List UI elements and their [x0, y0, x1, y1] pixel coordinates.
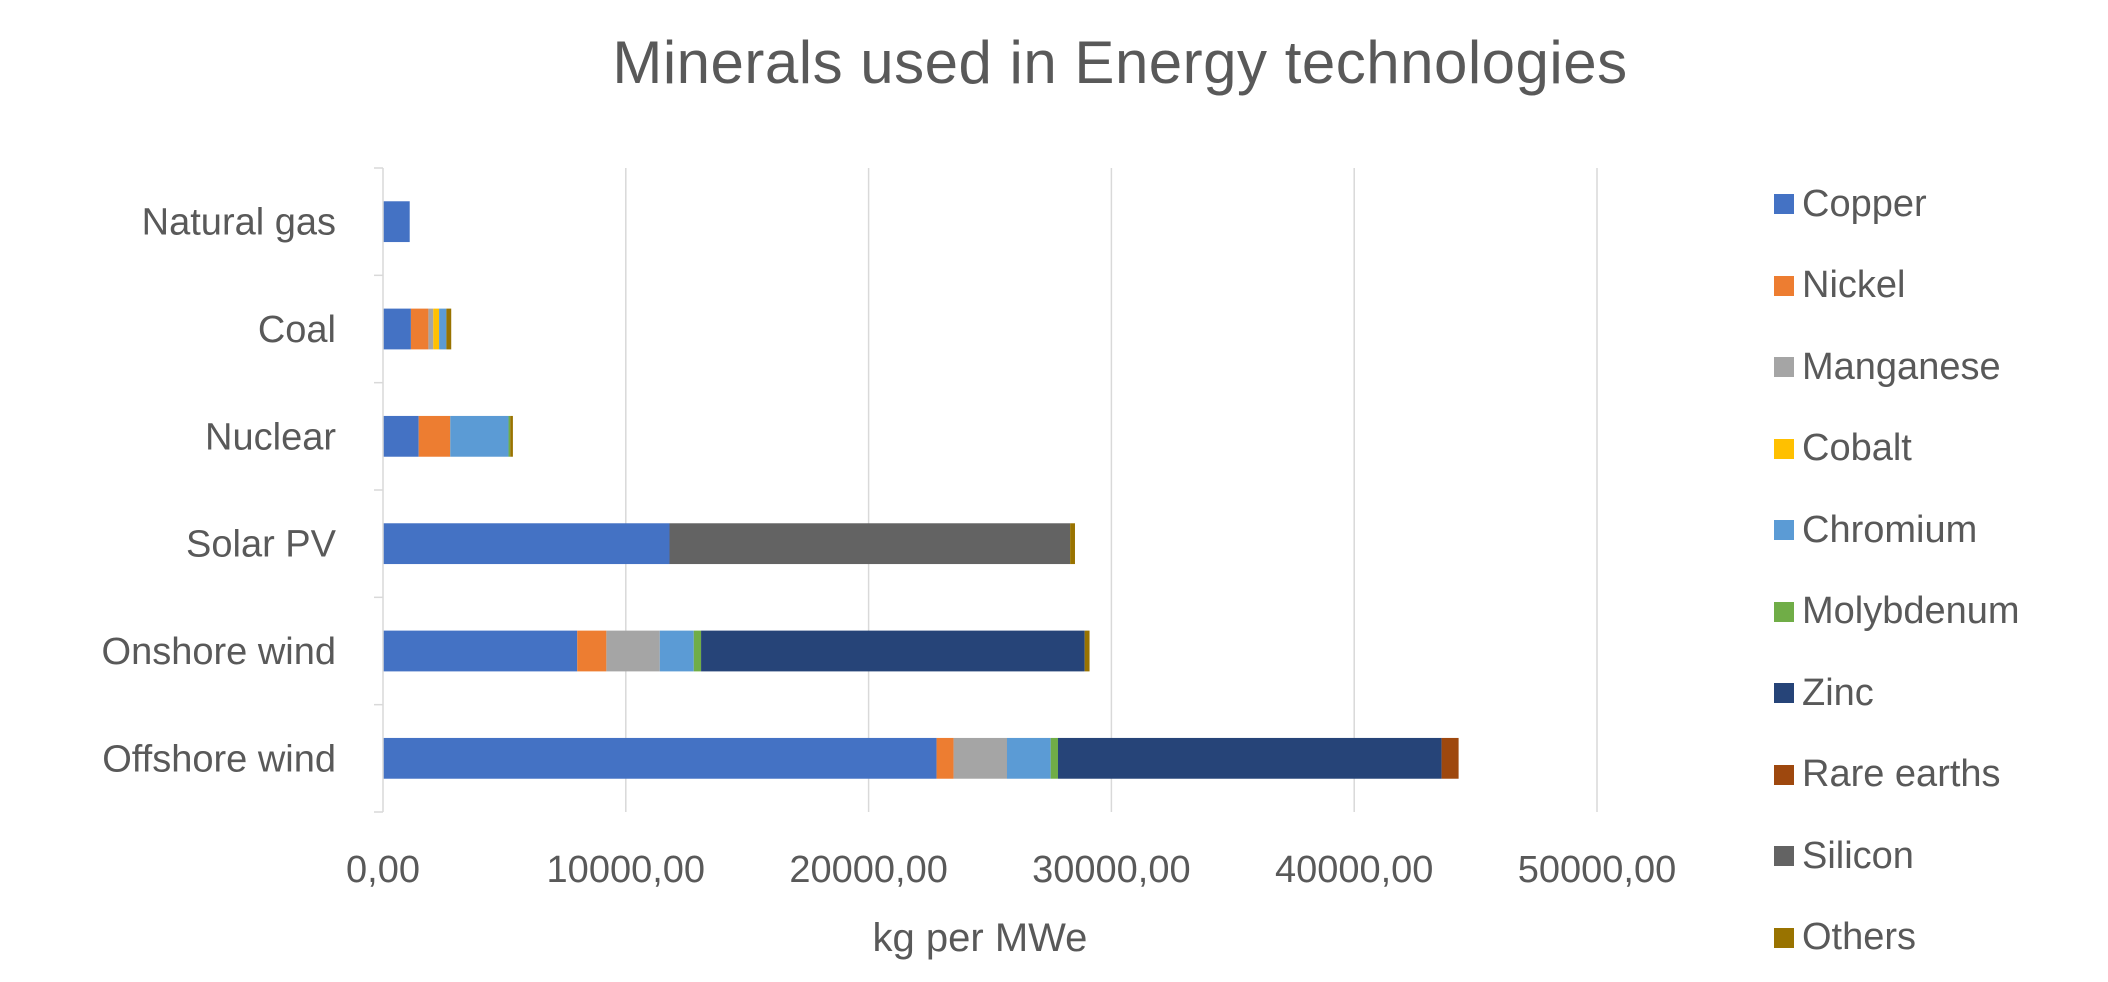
legend-item: Cobalt [1774, 427, 1912, 471]
legend-label: Nickel [1802, 264, 1906, 306]
legend-item: Others [1774, 916, 1916, 960]
bar-segment [428, 308, 434, 350]
legend-swatch [1774, 194, 1794, 214]
gridlines [625, 168, 1598, 812]
bar-segment [410, 308, 429, 350]
legend-swatch [1774, 438, 1794, 459]
legend-label: Molybdenum [1802, 590, 2020, 632]
bar-segment [936, 737, 954, 779]
bar-segment [1057, 737, 1442, 779]
legend-item: Nickel [1774, 264, 1905, 308]
legend-swatch [1774, 683, 1794, 703]
legend-swatch [1774, 764, 1794, 785]
legend-label: Copper [1802, 182, 1927, 225]
bar-segment [659, 630, 694, 672]
legend-item: Manganese [1774, 345, 2001, 389]
legend-label: Silicon [1802, 834, 1914, 877]
bar-segment [383, 630, 578, 672]
legend-label: Others [1802, 916, 1917, 958]
legend-item: Molybdenum [1774, 590, 2020, 634]
bar-segment [1006, 737, 1051, 779]
legend-swatch [1774, 275, 1794, 296]
bar-segment [1070, 523, 1075, 565]
bar-segment [669, 523, 1071, 565]
legend-item: Rare earths [1774, 753, 2001, 797]
legend-swatch [1774, 357, 1794, 377]
bar-segment [418, 415, 451, 457]
x-tick-label: 0,00 [346, 849, 420, 891]
x-tick-label: 50000,00 [1518, 849, 1677, 891]
bar-segment [606, 630, 660, 672]
legend-swatch [1774, 601, 1794, 622]
bar-segment [577, 630, 607, 672]
bar-segment [383, 523, 670, 565]
legend-label: Zinc [1802, 671, 1874, 714]
x-tick-label: 20000,00 [789, 849, 948, 891]
bar-segment [953, 737, 1007, 779]
y-tick-label: Offshore wind [102, 738, 336, 780]
bar-segment [383, 415, 419, 457]
x-axis-title: kg per MWe [872, 916, 1088, 960]
x-tick-label: 40000,00 [1275, 849, 1434, 891]
bar-segment [510, 415, 513, 457]
y-tick-label: Nuclear [205, 416, 336, 458]
legend-label: Rare earths [1802, 753, 2001, 795]
y-tick-label: Natural gas [142, 202, 336, 244]
x-tick-label: 10000,00 [547, 849, 706, 891]
bar-segment [1050, 737, 1058, 779]
bar-segment [1084, 630, 1090, 672]
y-tick-label: Coal [258, 309, 336, 351]
bar-segment [701, 630, 1085, 672]
legend-item: Zinc [1774, 671, 1874, 715]
bar-segment [508, 415, 511, 457]
bar-segment [446, 308, 452, 350]
legend-label: Chromium [1802, 508, 1978, 551]
legend-item: Chromium [1774, 508, 1977, 552]
bar-segment [433, 308, 440, 350]
bar-segment [439, 308, 447, 350]
legend-swatch [1774, 927, 1794, 948]
legend-item: Silicon [1774, 834, 1914, 878]
y-tick-label: Onshore wind [102, 631, 336, 673]
y-tick-label: Solar PV [186, 524, 337, 566]
bar-segment [450, 415, 509, 457]
bar-segment [1441, 737, 1459, 779]
legend-label: Manganese [1802, 345, 2001, 388]
chart-title: Minerals used in Energy technologies [612, 29, 1628, 96]
x-tick-label: 30000,00 [1032, 849, 1191, 891]
legend-swatch [1774, 520, 1794, 540]
axes: 0,00 10000,00 20000,00 30000,00 40000,00 5000… [102, 167, 1677, 891]
bar-segment [383, 201, 410, 243]
bar-segment [383, 308, 411, 350]
legend-item: Copper [1774, 182, 1927, 226]
legend-label: Cobalt [1802, 427, 1912, 469]
bar-segment [693, 630, 702, 672]
legend-swatch [1774, 846, 1794, 866]
bars [383, 201, 1459, 779]
bar-segment [383, 737, 937, 779]
